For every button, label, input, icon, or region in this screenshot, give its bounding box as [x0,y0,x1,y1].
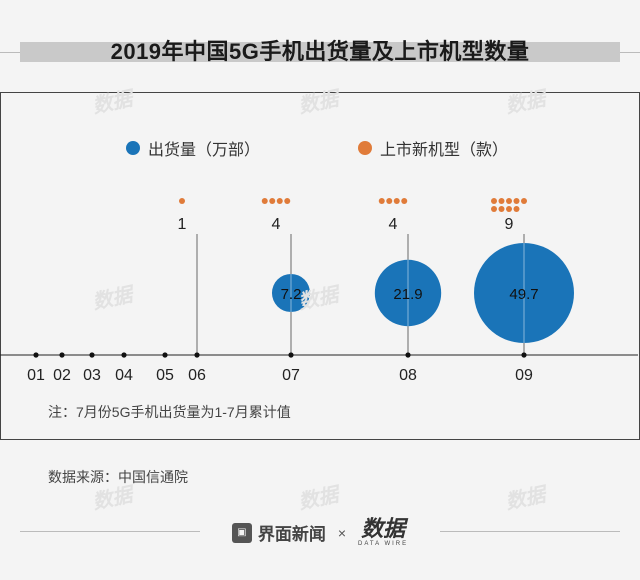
model-dot-09 [513,206,520,212]
month-tick-01 [33,352,39,358]
model-dot-09 [498,198,505,204]
legend-item-models: 上市新机型（款） [358,136,508,160]
month-tick-02 [59,352,65,358]
month-tick-03 [89,352,95,358]
model-dot-08 [401,198,408,204]
model-dot-08 [386,198,393,204]
footnote: 注：7月份5G手机出货量为1-7月累计值 [48,404,291,420]
month-label-01: 01 [27,367,45,384]
month-label-03: 03 [83,367,101,384]
brand-jiemian: ▣ 界面新闻 [231,520,326,545]
month-tick-09 [521,352,527,358]
model-dot-08 [393,198,400,204]
watermark-logo: 数据 [296,484,341,514]
title-background-bar [0,42,640,62]
model-dot-09 [506,206,512,212]
model-count-label-06: 1 [178,216,187,233]
model-count-label-07: 4 [272,216,281,233]
times-symbol: × [337,524,347,541]
datawire-logo-subtext: DATA WIRE [358,541,409,547]
footer-divider-right [440,531,620,532]
month-tick-08 [405,352,411,358]
month-label-06: 06 [188,367,206,384]
shipment-value-label-07: 7.2 [281,286,302,303]
watermark-logo: 数据 [503,484,548,514]
month-tick-04 [121,352,127,358]
model-dot-07 [276,198,283,204]
datawire-logo-text: 数据 [361,516,406,541]
model-dot-09 [506,198,512,204]
month-tick-05 [162,352,168,358]
legend-item-shipment: 出货量（万部） [126,136,260,160]
legend-dot-shipment [126,141,140,155]
model-dot-09 [491,198,497,204]
chart-plot: 01 02 03 04 05 1 06 7.2 4 07 21.9 4 08 49.7 9 09 [0,198,638,384]
shipment-value-label-08: 21.9 [393,286,422,303]
month-label-04: 04 [115,367,133,384]
model-dot-07 [261,198,268,204]
month-tick-06 [194,352,200,358]
legend-label-models: 上市新机型（款） [380,142,509,159]
data-source: 数据来源：中国信通院 [48,469,188,485]
month-label-05: 05 [156,367,174,384]
model-count-label-09: 9 [505,216,514,233]
shipment-value-label-09: 49.7 [509,286,538,303]
model-dot-06 [179,198,185,204]
model-dot-09 [491,206,497,212]
model-dot-09 [513,198,520,204]
month-label-02: 02 [53,367,71,384]
datawire-logo: 数据 DATA WIRE [358,516,409,548]
model-count-label-08: 4 [389,216,398,233]
jiemian-logo-icon: ▣ [231,522,252,543]
month-tick-07 [288,352,294,358]
month-label-07: 07 [282,367,300,384]
model-dot-07 [269,198,276,204]
footer: ▣ 界面新闻 × 数据 DATA WIRE [0,518,640,547]
model-dot-09 [521,198,527,204]
model-dot-09 [498,206,505,212]
legend-dot-models [358,141,372,155]
model-dot-08 [378,198,385,204]
chart-title: 2019年中国5G手机出货量及上市机型数量 [110,39,530,64]
model-dot-07 [284,198,291,204]
footer-divider-left [20,531,200,532]
month-label-09: 09 [515,367,533,384]
month-label-08: 08 [399,367,417,384]
legend-label-shipment: 出货量（万部） [148,142,261,159]
brand-name: 界面新闻 [257,525,326,544]
